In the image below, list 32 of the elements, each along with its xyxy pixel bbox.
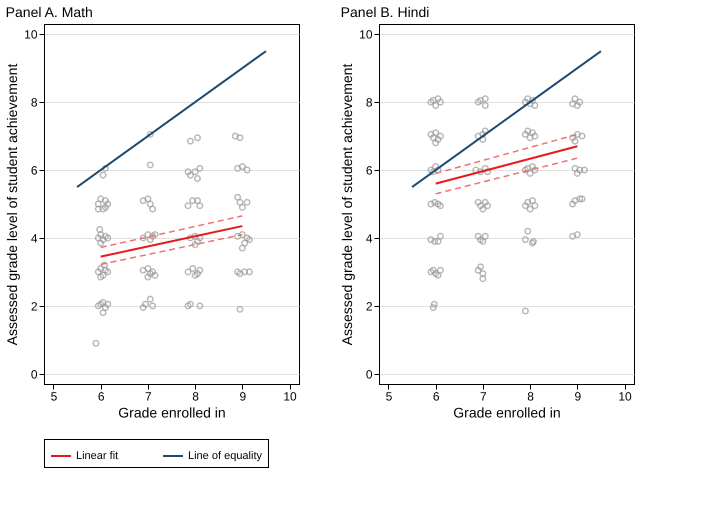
y-tick-label: 6 [30,164,38,178]
y-tick-label: 2 [366,299,373,314]
x-tick-label: 8 [527,390,534,404]
y-tick-label: 0 [366,367,373,382]
x-tick-label: 8 [192,390,200,404]
x-tick-label: 6 [432,390,440,404]
y-tick-label: 8 [366,96,373,110]
y-tick-label: 2 [30,299,38,314]
x-tick-label: 7 [145,390,152,404]
x-tick-label: 5 [50,390,58,404]
y-tick-label: 6 [366,164,373,178]
y-axis-title: Assessed grade level of student achievement [4,64,20,346]
x-tick-label: 5 [386,390,393,404]
y-tick-label: 10 [24,28,38,42]
chart-title: Panel B. Hindi [340,4,430,20]
y-tick-label: 10 [359,28,373,42]
legend-label: Linear fit [76,450,118,462]
x-axis-title: Grade enrolled in [453,404,561,420]
y-tick-label: 4 [366,231,373,246]
y-tick-label: 8 [30,96,38,110]
legend-label: Line of equality [188,450,262,462]
x-axis-title: Grade enrolled in [118,404,226,420]
chart-title: Panel A. Math [6,4,93,20]
x-tick-label: 10 [283,390,298,404]
x-tick-label: 9 [574,390,582,404]
y-axis-title: Assessed grade level of student achievement [339,64,356,346]
y-tick-label: 0 [30,367,38,382]
x-tick-label: 9 [239,390,246,404]
x-tick-label: 7 [480,390,488,404]
y-tick-label: 4 [30,231,38,246]
x-tick-label: 6 [98,390,105,404]
x-tick-label: 10 [618,390,632,404]
